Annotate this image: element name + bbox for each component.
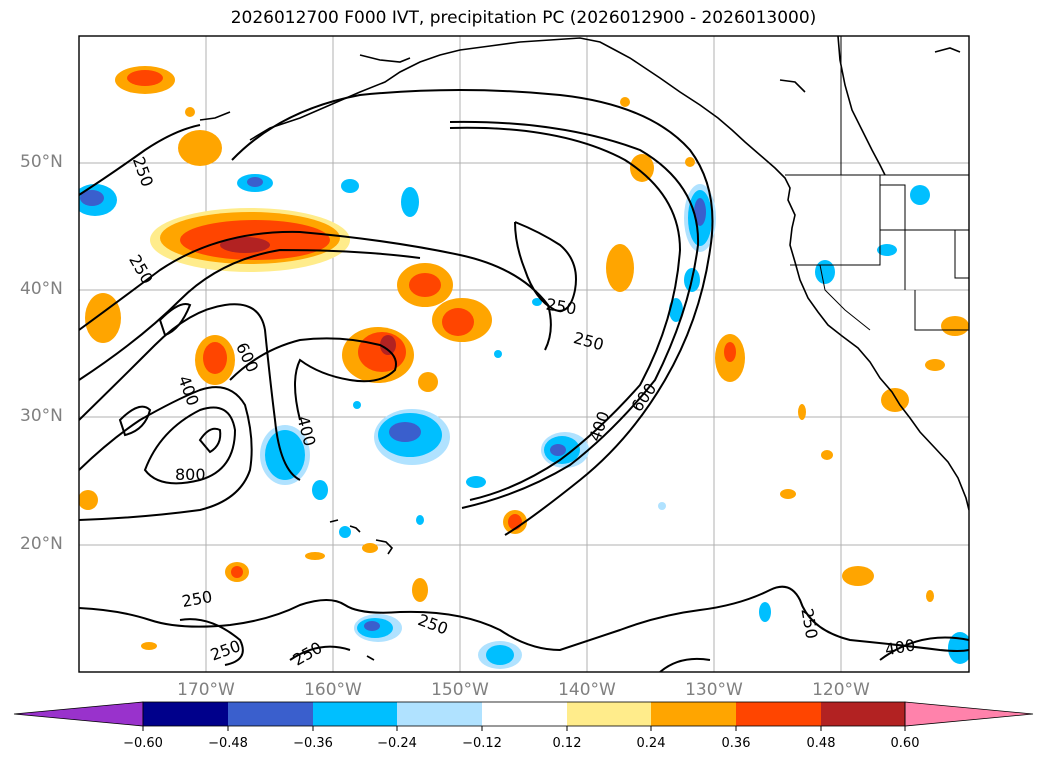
colorbar-tick-label: 0.36 <box>721 736 751 751</box>
lat-label: 20°N <box>20 534 63 554</box>
ivt-contours <box>79 89 969 672</box>
colorbar-tick-label: 0.48 <box>806 736 836 751</box>
lat-label: 50°N <box>20 152 63 172</box>
map-panel: 250 250 600 400 400 800 250 250 400 600 … <box>78 35 970 673</box>
lat-label: 30°N <box>20 406 63 426</box>
lat-label: 40°N <box>20 279 63 299</box>
map-frame <box>78 35 970 673</box>
colorbar-tick-label: −0.60 <box>123 736 163 751</box>
colorbar-tick-label: −0.48 <box>208 736 248 751</box>
colorbar-under-triangle <box>13 701 144 727</box>
colorbar-tick-label: 0.60 <box>890 736 920 751</box>
colorbar-tick-label: 0.12 <box>552 736 582 751</box>
lon-label: 150°W <box>431 680 489 700</box>
colorbar-over-triangle <box>904 701 1034 727</box>
lon-label: 140°W <box>558 680 616 700</box>
precip-negative-areas <box>79 174 969 669</box>
contour-label: 800 <box>175 465 206 484</box>
lon-label: 130°W <box>685 680 743 700</box>
colorbar-tick-label: −0.36 <box>293 736 333 751</box>
map-title: 2026012700 F000 IVT, precipitation PC (2… <box>230 8 817 28</box>
colorbar-tick-label: −0.12 <box>462 736 502 751</box>
coastline <box>199 36 969 661</box>
colorbar-bins <box>143 702 905 726</box>
lon-label: 170°W <box>177 680 235 700</box>
colorbar-tick-label: −0.24 <box>377 736 417 751</box>
lon-label: 160°W <box>304 680 362 700</box>
colorbar-tick-label: 0.24 <box>636 736 666 751</box>
political-borders <box>785 36 969 331</box>
colorbar-tick-marks <box>142 726 906 731</box>
lon-label: 120°W <box>812 680 870 700</box>
